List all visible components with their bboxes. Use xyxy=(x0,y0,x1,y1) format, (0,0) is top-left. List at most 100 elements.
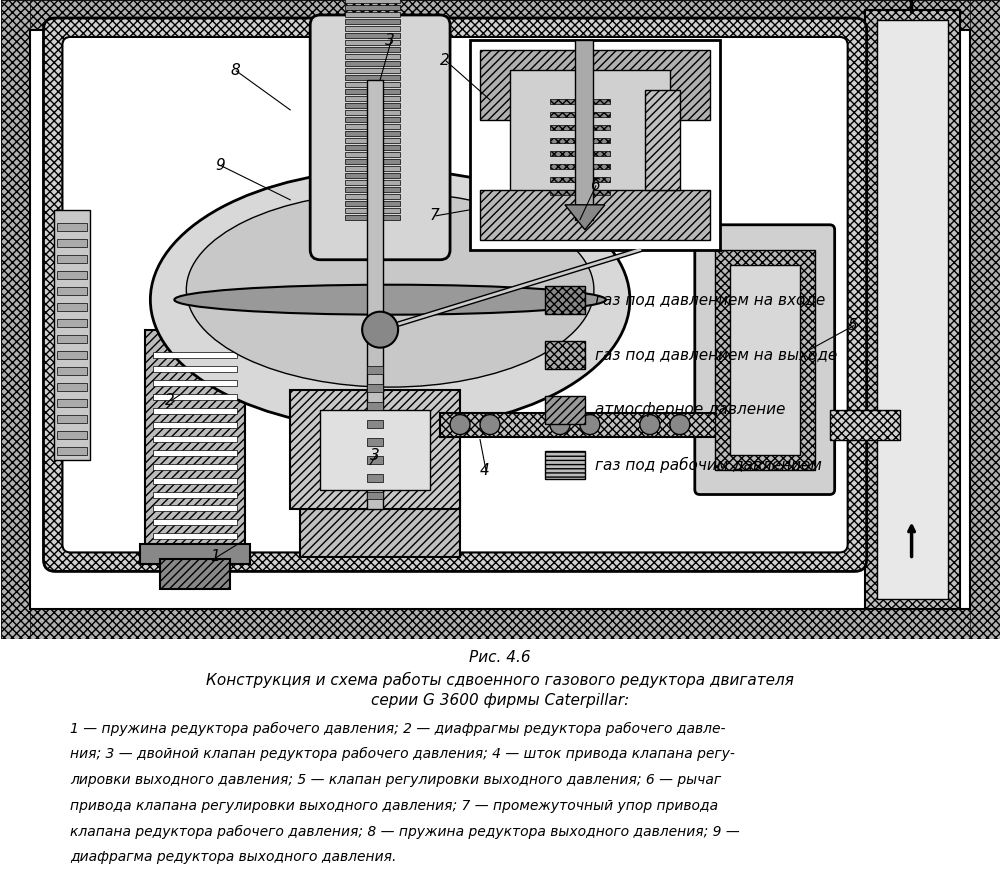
Text: 7: 7 xyxy=(430,208,440,223)
Bar xyxy=(57,367,87,375)
Text: Конструкция и схема работы сдвоенного газового редуктора двигателя: Конструкция и схема работы сдвоенного га… xyxy=(206,672,794,688)
Bar xyxy=(345,201,400,206)
Text: 1 — пружина редуктора рабочего давления; 2 — диафрагмы редуктора рабочего давле-: 1 — пружина редуктора рабочего давления;… xyxy=(70,722,726,735)
Bar xyxy=(367,456,383,464)
Bar xyxy=(345,124,400,129)
Bar xyxy=(345,179,400,185)
Bar xyxy=(970,0,1000,639)
Bar xyxy=(367,401,383,409)
Bar xyxy=(345,117,400,122)
Bar xyxy=(300,497,460,558)
Bar xyxy=(480,190,710,240)
Bar xyxy=(865,10,960,609)
Bar xyxy=(153,505,237,511)
Bar xyxy=(345,89,400,94)
Circle shape xyxy=(640,415,660,434)
Bar xyxy=(57,415,87,423)
Bar xyxy=(345,75,400,80)
Text: атмосферное давление: атмосферное давление xyxy=(595,402,785,417)
Bar xyxy=(345,96,400,101)
Bar xyxy=(57,399,87,407)
Bar xyxy=(367,80,383,510)
Bar xyxy=(57,223,87,231)
Circle shape xyxy=(550,415,570,434)
Text: лировки выходного давления; 5 — клапан регулировки выходного давления; 6 — рычаг: лировки выходного давления; 5 — клапан р… xyxy=(70,773,721,787)
Bar xyxy=(367,473,383,481)
Bar xyxy=(550,163,610,169)
Circle shape xyxy=(670,415,690,434)
Bar xyxy=(57,239,87,247)
Text: клапана редуктора рабочего давления; 8 — пружина редуктора выходного давления; 9: клапана редуктора рабочего давления; 8 —… xyxy=(70,825,740,838)
Text: Рис. 4.6: Рис. 4.6 xyxy=(469,650,531,665)
Circle shape xyxy=(480,415,500,434)
Bar xyxy=(153,534,237,539)
Bar xyxy=(545,341,585,369)
Bar xyxy=(153,478,237,483)
Bar xyxy=(345,186,400,192)
Bar xyxy=(367,384,383,392)
FancyBboxPatch shape xyxy=(310,15,450,259)
FancyBboxPatch shape xyxy=(62,37,848,552)
Text: 4: 4 xyxy=(480,463,490,478)
Bar xyxy=(345,152,400,157)
Bar xyxy=(153,380,237,385)
Text: ния; 3 — двойной клапан редуктора рабочего давления; 4 — шток привода клапана ре: ния; 3 — двойной клапан редуктора рабоче… xyxy=(70,748,735,761)
Bar xyxy=(153,519,237,526)
Bar xyxy=(345,68,400,73)
Bar xyxy=(345,61,400,66)
Bar xyxy=(153,366,237,371)
Bar xyxy=(345,40,400,45)
Text: привода клапана регулировки выходного давления; 7 — промежуточный упор привода: привода клапана регулировки выходного да… xyxy=(70,799,718,813)
Bar xyxy=(480,50,710,120)
Text: газ под давлением на выходе: газ под давлением на выходе xyxy=(595,347,837,362)
Bar xyxy=(550,151,610,156)
Bar xyxy=(345,145,400,150)
Circle shape xyxy=(362,312,398,347)
Bar xyxy=(550,190,610,194)
Text: диафрагма редуктора выходного давления.: диафрагма редуктора выходного давления. xyxy=(70,851,396,864)
Bar xyxy=(550,125,610,130)
Bar xyxy=(345,33,400,38)
Bar xyxy=(153,435,237,441)
Bar xyxy=(290,390,460,510)
Bar xyxy=(345,138,400,143)
Bar xyxy=(153,352,237,358)
Bar xyxy=(54,210,90,460)
Bar xyxy=(140,544,250,565)
Text: газ под давлением на входе: газ под давлением на входе xyxy=(595,292,825,307)
Bar xyxy=(345,166,400,170)
Bar xyxy=(345,47,400,52)
Bar xyxy=(830,409,900,440)
Bar xyxy=(57,431,87,439)
Bar xyxy=(470,40,720,250)
Bar xyxy=(1,0,30,639)
Text: 2: 2 xyxy=(165,392,175,408)
Bar xyxy=(57,335,87,343)
Ellipse shape xyxy=(186,193,594,387)
Bar xyxy=(730,265,800,455)
Text: 3: 3 xyxy=(385,33,395,48)
Bar xyxy=(345,0,400,3)
Text: 3: 3 xyxy=(370,448,380,463)
Bar xyxy=(345,19,400,24)
Bar xyxy=(57,303,87,311)
Bar xyxy=(153,393,237,400)
Bar xyxy=(57,287,87,295)
Bar xyxy=(345,12,400,17)
Bar xyxy=(877,20,948,599)
Bar xyxy=(153,422,237,427)
Text: серии G 3600 фирмы Caterpillar:: серии G 3600 фирмы Caterpillar: xyxy=(371,693,629,708)
Bar xyxy=(345,131,400,136)
Ellipse shape xyxy=(150,170,630,430)
Bar xyxy=(367,419,383,427)
Text: газ под рабочим давлением: газ под рабочим давлением xyxy=(595,456,822,472)
FancyBboxPatch shape xyxy=(43,18,867,572)
Bar xyxy=(367,366,383,374)
Bar xyxy=(345,159,400,163)
Bar xyxy=(153,449,237,456)
Bar xyxy=(160,559,230,590)
Bar xyxy=(345,26,400,31)
Text: 2: 2 xyxy=(440,53,450,68)
Bar xyxy=(367,438,383,446)
Bar xyxy=(575,40,593,219)
